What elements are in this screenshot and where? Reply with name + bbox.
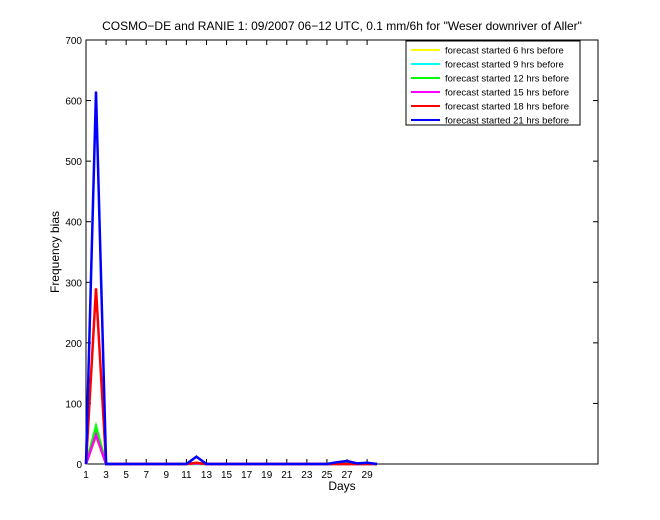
series-lines: [84, 91, 378, 466]
legend-box: [405, 40, 581, 126]
x-tick-label: 21: [281, 470, 293, 481]
x-tick-label: 15: [221, 470, 233, 481]
y-axis-ticks: 0 100 200 300 400 500 600 700: [65, 36, 598, 471]
series-line-6: [84, 91, 378, 466]
y-tick-label: 400: [65, 218, 82, 229]
y-tick-label: 700: [65, 36, 82, 47]
legend-items: forecast started 6 hrs before forecast st…: [411, 46, 569, 127]
x-tick-label: 1: [83, 470, 89, 481]
x-tick-label: 11: [181, 470, 192, 481]
x-tick-label: 9: [164, 470, 170, 481]
legend-label: forecast started 18 hrs before: [445, 102, 569, 113]
x-tick-label: 5: [123, 470, 129, 481]
legend-label: forecast started 6 hrs before: [445, 46, 564, 57]
y-tick-label: 100: [65, 399, 82, 410]
y-tick-label: 500: [65, 157, 82, 168]
legend: forecast started 6 hrs before forecast st…: [405, 40, 581, 127]
y-tick-label: 300: [65, 278, 82, 289]
x-tick-label: 27: [341, 470, 353, 481]
legend-label: forecast started 15 hrs before: [445, 88, 569, 99]
legend-label: forecast started 12 hrs before: [445, 74, 569, 85]
x-axis-ticks: 1 3 5 7 9 11 13 15 17 19 21 23 25 27 29: [83, 40, 373, 481]
x-axis-label: Days: [328, 479, 355, 493]
x-tick-label: 7: [143, 470, 149, 481]
x-tick-label: 17: [241, 470, 253, 481]
legend-label: forecast started 9 hrs before: [445, 60, 564, 71]
x-tick-label: 19: [261, 470, 273, 481]
legend-label: forecast started 21 hrs before: [445, 116, 569, 127]
y-tick-label: 600: [65, 97, 82, 108]
x-tick-label: 25: [321, 470, 333, 481]
chart-title: COSMO−DE and RANIE 1: 09/2007 06−12 UTC,…: [102, 19, 582, 33]
x-tick-label: 3: [103, 470, 109, 481]
x-tick-label: 13: [201, 470, 213, 481]
x-tick-label: 29: [362, 470, 374, 481]
x-tick-label: 23: [301, 470, 313, 481]
y-tick-label: 0: [76, 460, 82, 471]
y-axis-label: Frequency bias: [48, 211, 62, 293]
y-tick-label: 200: [65, 339, 82, 350]
